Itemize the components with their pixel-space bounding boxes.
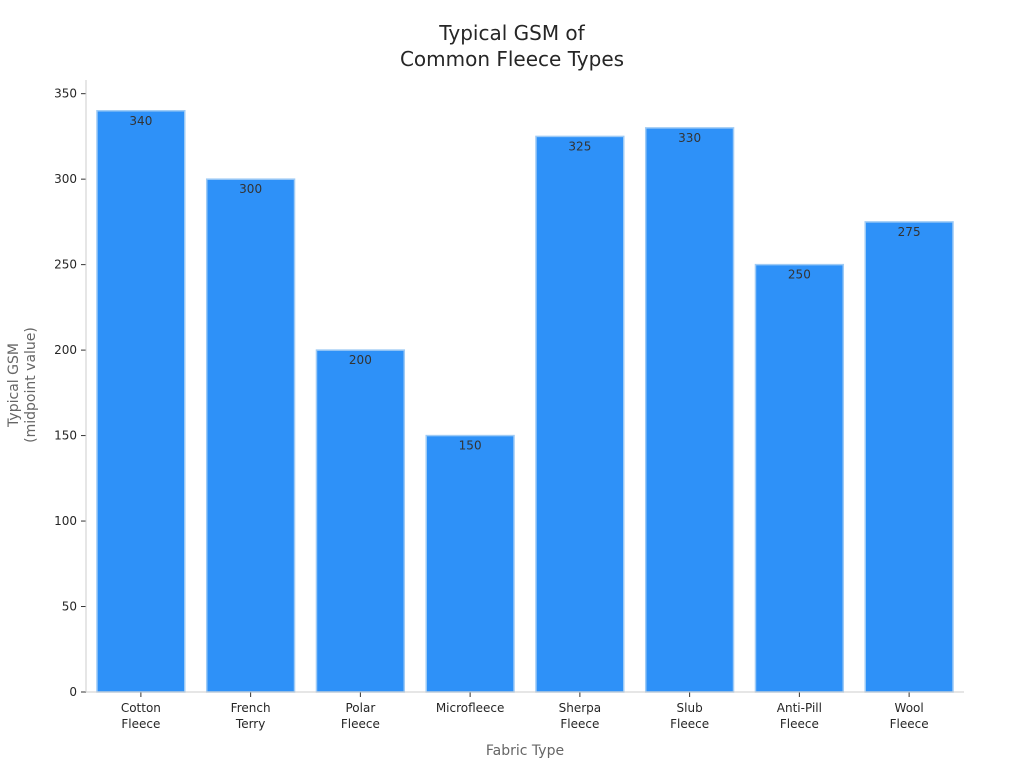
bar-data-label: 150 <box>459 439 482 453</box>
bar-data-label: 250 <box>788 268 811 282</box>
y-tick-label: 350 <box>54 87 77 101</box>
bar <box>96 110 186 693</box>
bar-data-label: 275 <box>898 225 921 239</box>
x-tick-label: Anti-Pill Fleece <box>777 701 822 731</box>
x-tick-label: Wool Fleece <box>890 701 929 731</box>
x-axis-title: Fabric Type <box>486 743 564 759</box>
y-axis-title-line-1: Typical GSM <box>6 343 22 428</box>
bar <box>425 434 515 693</box>
bar-data-label: 200 <box>349 353 372 367</box>
bar <box>535 135 625 693</box>
x-tick-label: French Terry <box>231 701 271 731</box>
bars <box>96 110 954 693</box>
bar <box>205 178 296 693</box>
bar <box>754 263 845 693</box>
y-tick-label: 0 <box>69 685 77 699</box>
y-tick-label: 100 <box>54 514 77 528</box>
bar-data-label: 340 <box>129 114 152 128</box>
chart-title-line-2: Common Fleece Types <box>400 47 624 71</box>
bar <box>644 127 735 693</box>
bar-data-label: 330 <box>678 131 701 145</box>
x-tick-label: Polar Fleece <box>341 701 380 731</box>
chart-title: Typical GSM of Common Fleece Types <box>400 21 624 71</box>
y-axis-title: Typical GSM (midpoint value) <box>6 327 39 443</box>
x-tick-label: Microfleece <box>436 701 505 715</box>
y-tick-label: 50 <box>62 600 77 614</box>
y-axis-ticks: 0 50 100 150 200 250 300 350 <box>54 87 86 699</box>
bar <box>864 221 954 693</box>
bar-data-labels: 340 300 200 150 325 330 250 275 <box>129 114 920 453</box>
bar-data-label: 300 <box>239 182 262 196</box>
y-tick-label: 300 <box>54 172 77 186</box>
x-tick-label: Slub Fleece <box>670 701 709 731</box>
bar-data-label: 325 <box>568 139 591 153</box>
x-tick-label: Sherpa Fleece <box>559 701 602 731</box>
chart-title-line-1: Typical GSM of <box>438 21 585 45</box>
x-tick-label: Cotton Fleece <box>121 701 161 731</box>
y-tick-label: 150 <box>54 429 77 443</box>
y-tick-label: 250 <box>54 258 77 272</box>
bar <box>315 349 406 693</box>
y-tick-label: 200 <box>54 343 77 357</box>
x-axis-ticks: Cotton Fleece French Terry Polar Fleece Microf… <box>121 692 929 731</box>
y-axis-title-line-2: (midpoint value) <box>23 327 39 443</box>
